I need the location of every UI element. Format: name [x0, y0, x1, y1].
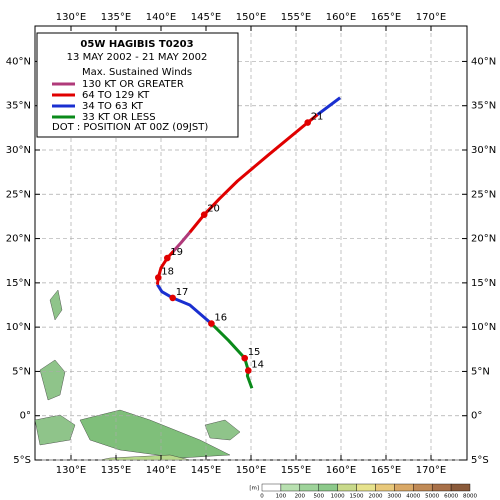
y-tick-label: 0°	[20, 411, 31, 422]
position-label: 15	[248, 347, 261, 358]
position-label: 20	[207, 204, 220, 215]
colorbar-cell	[431, 483, 452, 492]
y-tick-label: 25°N	[6, 189, 31, 200]
y-tick-label: 30°N	[471, 145, 496, 156]
x-tick-label: 160°E	[326, 465, 356, 476]
x-tick-label: 150°E	[236, 465, 266, 476]
x-tick-label: 170°E	[416, 12, 446, 23]
x-tick-label: 135°E	[101, 465, 131, 476]
position-dot	[241, 354, 248, 362]
colorbar-label: 6000	[444, 494, 458, 500]
colorbar-unit: [m]	[249, 486, 259, 492]
y-tick-label: 35°N	[471, 101, 496, 112]
x-tick-label: 145°E	[191, 12, 221, 23]
legend-label: 33 KT OR LESS	[82, 112, 156, 123]
y-tick-label: 40°N	[471, 56, 496, 67]
legend-title: 05W HAGIBIS T0203	[80, 39, 193, 50]
legend-box: 05W HAGIBIS T0203 13 MAY 2002 - 21 MAY 2…	[36, 32, 239, 138]
y-tick-label: 5°N	[471, 366, 490, 377]
track-segment	[316, 96, 341, 116]
position-dot	[155, 274, 162, 281]
colorbar-cell	[356, 483, 376, 492]
y-tick-label: 40°N	[6, 56, 31, 67]
y-tick-label: 10°N	[6, 322, 31, 333]
x-tick-label: 140°E	[146, 12, 176, 23]
track-segment	[172, 231, 191, 252]
position-label: 18	[161, 267, 174, 278]
y-tick-label: 0°	[471, 411, 482, 422]
colorbar-cell	[413, 483, 433, 492]
y-tick-label: 5°S	[13, 455, 31, 466]
position-dot	[208, 320, 215, 327]
colorbar-cell	[299, 483, 319, 492]
y-tick-label: 5°S	[471, 455, 489, 466]
legend-heading: Max. Sustained Winds	[82, 67, 192, 78]
y-tick-label: 15°N	[471, 278, 496, 289]
x-tick-label: 130°E	[56, 12, 86, 23]
position-dot	[304, 119, 312, 126]
legend-label: 130 KT OR GREATER	[82, 79, 184, 90]
x-tick-label: 145°E	[191, 465, 221, 476]
colorbar-cell	[280, 483, 301, 492]
colorbar-label: 1500	[350, 494, 364, 500]
x-tick-label: 135°E	[101, 12, 131, 23]
y-tick-label: 35°N	[6, 101, 31, 112]
colorbar-cell	[394, 483, 414, 492]
colorbar-label: 2000	[368, 494, 382, 500]
colorbar-cell	[261, 483, 282, 492]
position-dot	[200, 211, 208, 218]
colorbar-label: 0	[260, 494, 264, 500]
x-tick-label: 155°E	[281, 12, 311, 23]
legend-period: 13 MAY 2002 - 21 MAY 2002	[67, 52, 208, 63]
x-tick-label: 170°E	[416, 465, 446, 476]
colorbar-label: 5000	[425, 494, 439, 500]
x-tick-label: 130°E	[56, 465, 86, 476]
position-label: 14	[251, 360, 264, 371]
colorbar-label: 500	[313, 494, 324, 500]
x-tick-label: 165°E	[371, 12, 401, 23]
colorbar-cell	[450, 483, 471, 492]
y-tick-label: 5°N	[12, 366, 31, 377]
position-label: 17	[176, 287, 189, 298]
legend-label: 64 TO 129 KT	[82, 90, 150, 101]
colorbar-label: 4000	[406, 494, 420, 500]
colorbar-cell	[375, 483, 395, 492]
colorbar-label: 8000	[463, 494, 477, 500]
y-tick-label: 10°N	[471, 322, 496, 333]
position-label: 16	[214, 313, 227, 324]
y-tick-label: 20°N	[471, 234, 496, 245]
track-segment	[210, 322, 254, 389]
land	[34, 289, 241, 461]
x-tick-label: 165°E	[371, 465, 401, 476]
y-tick-label: 15°N	[6, 278, 31, 289]
colorbar-label: 1000	[331, 494, 345, 500]
colorbar-label: 3000	[387, 494, 401, 500]
legend-label: 34 TO 63 KT	[82, 101, 144, 112]
y-tick-label: 25°N	[471, 189, 496, 200]
position-dot	[164, 254, 171, 262]
colorbar-cell	[318, 483, 338, 492]
y-tick-label: 20°N	[6, 234, 31, 245]
position-dot	[245, 367, 252, 374]
legend-note: DOT : POSITION AT 00Z (09JST)	[52, 122, 208, 133]
x-tick-label: 160°E	[326, 12, 356, 23]
position-label: 21	[311, 112, 324, 123]
position-label: 19	[170, 247, 183, 258]
y-tick-label: 30°N	[6, 145, 31, 156]
x-tick-label: 155°E	[281, 465, 311, 476]
colorbar-label: 200	[295, 494, 306, 500]
x-tick-label: 150°E	[236, 12, 266, 23]
x-tick-label: 140°E	[146, 465, 176, 476]
colorbar-cell	[337, 483, 357, 492]
position-dot	[169, 294, 176, 302]
colorbar-label: 100	[276, 494, 287, 500]
